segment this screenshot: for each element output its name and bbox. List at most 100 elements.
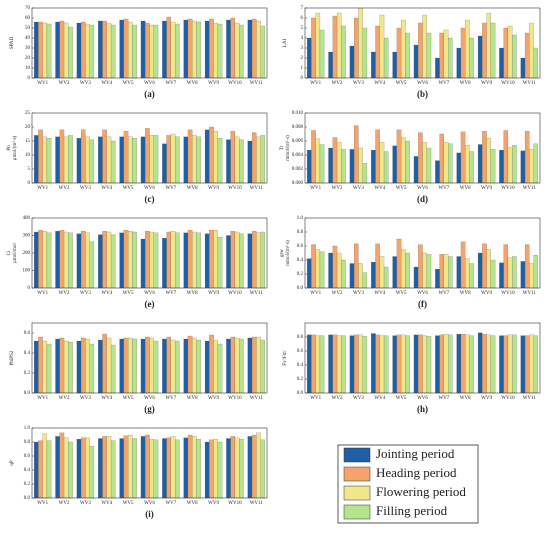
- bar: [503, 335, 509, 394]
- bar: [247, 436, 253, 499]
- x-tick-label: WV6: [144, 291, 155, 296]
- bar: [362, 336, 368, 394]
- bar: [499, 47, 504, 79]
- x-tick-label: WV11: [250, 396, 264, 401]
- x-tick-label: WV4: [374, 396, 385, 401]
- bar: [460, 241, 466, 289]
- bar: [149, 439, 154, 499]
- bar: [341, 335, 346, 394]
- bar: [336, 142, 342, 184]
- bar: [336, 252, 342, 289]
- bar: [371, 51, 376, 79]
- x-tick-label: WV1: [310, 291, 321, 296]
- bar: [503, 27, 509, 79]
- bar: [336, 12, 342, 79]
- bar: [46, 138, 52, 184]
- bar: [123, 131, 129, 184]
- x-tick-label: WV9: [481, 396, 492, 401]
- bar: [153, 439, 159, 499]
- bar: [499, 262, 504, 289]
- bar: [230, 436, 236, 499]
- bar: [383, 151, 389, 184]
- bar: [128, 136, 133, 184]
- bar: [59, 129, 65, 184]
- bar: [46, 23, 52, 79]
- bar: [401, 249, 406, 289]
- bar: [149, 337, 154, 394]
- bar: [533, 335, 538, 394]
- bar: [379, 335, 385, 394]
- bar: [166, 437, 171, 499]
- y-tick-label: 10: [25, 66, 31, 71]
- bar: [469, 37, 474, 79]
- x-tick-label: WV7: [438, 81, 449, 86]
- bar: [175, 136, 180, 184]
- bar: [401, 137, 406, 184]
- bar: [149, 135, 154, 184]
- bar: [379, 142, 385, 184]
- bar: [354, 17, 359, 79]
- bar: [42, 340, 48, 394]
- y-tick-label: 25: [25, 111, 31, 116]
- bar: [392, 335, 397, 394]
- bar: [375, 129, 380, 184]
- bar: [456, 47, 462, 79]
- panel-label: (i): [145, 509, 154, 519]
- bar: [170, 21, 176, 79]
- bar: [426, 254, 432, 289]
- bar: [405, 252, 410, 289]
- bar: [76, 22, 82, 79]
- bar: [196, 21, 201, 79]
- x-tick-label: WV3: [353, 291, 364, 296]
- bar: [68, 232, 73, 289]
- y-axis-label: Fv'/Fm': [283, 350, 288, 365]
- y-axis-label: qP: [10, 460, 15, 466]
- bar: [341, 259, 346, 289]
- y-tick-label: 0: [28, 181, 31, 186]
- x-tick-label: WV9: [208, 501, 219, 506]
- x-tick-label: WV2: [59, 186, 70, 191]
- bar: [328, 252, 333, 289]
- legend-label: Heading period: [376, 465, 457, 480]
- x-tick-label: WV7: [165, 81, 176, 86]
- bar: [341, 25, 346, 79]
- x-tick-label: WV11: [523, 291, 537, 296]
- bar: [529, 149, 534, 184]
- bar: [426, 336, 432, 394]
- bar: [448, 334, 453, 394]
- x-tick-label: WV5: [123, 501, 134, 506]
- bar: [81, 21, 86, 79]
- y-tick-label: 50: [25, 26, 31, 31]
- bar: [38, 129, 43, 184]
- y-tick-label: 0.8: [24, 440, 31, 445]
- panel-label: (c): [145, 194, 155, 204]
- bar: [499, 150, 504, 184]
- bar: [192, 337, 197, 394]
- y-tick-label: 0.004: [292, 153, 304, 158]
- x-tick-label: WV11: [523, 186, 537, 191]
- bar: [435, 160, 440, 184]
- bar: [413, 266, 419, 289]
- x-tick-label: WV10: [228, 501, 242, 506]
- y-axis-label: μmol/mol: [13, 243, 18, 263]
- x-tick-label: WV4: [101, 396, 112, 401]
- bar: [213, 131, 218, 184]
- y-axis-label: SPAD: [10, 36, 15, 49]
- x-tick-label: WV1: [310, 186, 321, 191]
- bar: [311, 17, 316, 79]
- y-tick-label: 1.0: [297, 216, 304, 221]
- bar: [533, 143, 538, 184]
- y-tick-label: 0.8: [297, 335, 304, 340]
- x-tick-label: WV11: [250, 186, 264, 191]
- bar: [247, 337, 253, 394]
- bar: [354, 125, 359, 184]
- bar: [507, 147, 513, 184]
- y-tick-label: 20: [25, 56, 31, 61]
- bar: [59, 230, 65, 289]
- bar: [418, 132, 423, 184]
- y-tick-label: 0.2: [24, 371, 31, 376]
- x-tick-label: WV8: [460, 186, 471, 191]
- y-tick-label: 300: [23, 234, 31, 239]
- x-tick-label: WV3: [80, 81, 91, 86]
- y-tick-label: 0.8: [297, 230, 304, 235]
